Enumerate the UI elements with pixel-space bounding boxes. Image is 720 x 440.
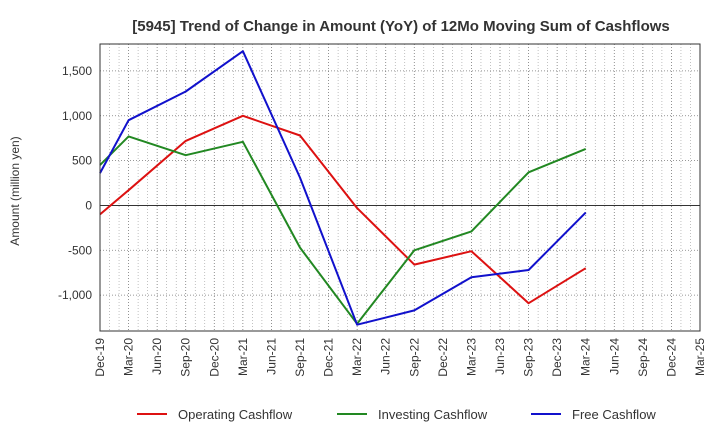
series-lines bbox=[99, 50, 587, 326]
plot-border bbox=[99, 43, 701, 332]
x-tick-label: Dec-23 bbox=[550, 338, 564, 377]
x-tick-label: Jun-21 bbox=[264, 338, 278, 375]
y-tick-label: -500 bbox=[68, 243, 92, 257]
x-tick-label: Sep-20 bbox=[179, 338, 193, 377]
series-line-operating-cashflow bbox=[99, 114, 587, 305]
series-line-investing-cashflow bbox=[99, 135, 587, 325]
x-tick-label: Dec-24 bbox=[664, 338, 678, 377]
x-tick-label: Dec-22 bbox=[436, 338, 450, 377]
y-tick-label: 1,500 bbox=[62, 64, 92, 78]
x-tick-label: Mar-22 bbox=[350, 338, 364, 376]
x-tick-label: Jun-22 bbox=[379, 338, 393, 375]
y-axis-label: Amount (million yen) bbox=[8, 136, 22, 245]
series-line-free-cashflow bbox=[99, 50, 587, 326]
x-tick-label: Sep-21 bbox=[293, 338, 307, 377]
plot-area bbox=[100, 44, 700, 331]
chart-title: [5945] Trend of Change in Amount (YoY) o… bbox=[132, 18, 670, 35]
y-tick-label: 0 bbox=[85, 198, 92, 212]
x-tick-label: Jun-24 bbox=[607, 338, 621, 375]
y-tick-label: 500 bbox=[72, 154, 92, 168]
x-tick-label: Mar-24 bbox=[579, 338, 593, 376]
grid-lines bbox=[100, 44, 700, 331]
x-tick-label: Sep-24 bbox=[636, 338, 650, 377]
y-tick-label: 1,000 bbox=[62, 109, 92, 123]
x-axis-ticks: Dec-19 Mar-20 Jun-20 Sep-20 Dec-20 Mar-21 Jun-… bbox=[93, 338, 707, 377]
x-tick-label: Mar-23 bbox=[464, 338, 478, 376]
legend-label: Operating Cashflow bbox=[178, 407, 293, 422]
x-tick-label: Mar-21 bbox=[236, 338, 250, 376]
x-tick-label: Dec-20 bbox=[207, 338, 221, 377]
x-tick-label: Jun-23 bbox=[493, 338, 507, 375]
x-tick-label: Dec-21 bbox=[322, 338, 336, 377]
y-tick-label: -1,000 bbox=[58, 288, 92, 302]
x-tick-label: Sep-23 bbox=[522, 338, 536, 377]
legend-label: Investing Cashflow bbox=[378, 407, 488, 422]
x-tick-label: Mar-20 bbox=[122, 338, 136, 376]
legend-label: Free Cashflow bbox=[572, 407, 656, 422]
x-tick-label: Jun-20 bbox=[150, 338, 164, 375]
x-tick-label: Dec-19 bbox=[93, 338, 107, 377]
legend: Operating Cashflow Investing Cashflow Free… bbox=[137, 407, 656, 422]
x-tick-label: Mar-25 bbox=[693, 338, 707, 376]
y-axis-ticks: 1,500 1,000 500 0 -500 -1,000 bbox=[58, 64, 92, 302]
x-tick-label: Sep-22 bbox=[407, 338, 421, 377]
